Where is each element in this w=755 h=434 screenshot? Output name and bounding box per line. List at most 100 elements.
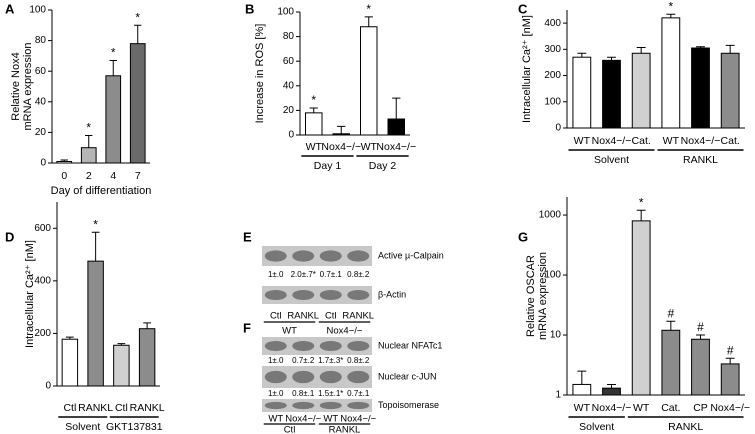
- group-label: RANKL: [668, 421, 703, 433]
- x-tick-label: WT: [663, 135, 680, 147]
- significance-mark: *: [93, 217, 98, 231]
- x-tick-label: WT: [306, 141, 323, 153]
- blot-band: [264, 370, 287, 384]
- quantification: 2.0±.7*: [291, 270, 316, 279]
- blot-band: [347, 250, 370, 262]
- significance-mark: *: [639, 195, 644, 209]
- bar: [572, 56, 592, 129]
- quantification: 0.8±.2: [347, 356, 370, 365]
- significance-mark: *: [135, 10, 140, 24]
- error-bar: [577, 52, 587, 58]
- bar: [80, 147, 97, 164]
- y-tick-label: 0: [40, 158, 46, 169]
- group-label: RANKL: [683, 154, 718, 166]
- blot-label: Nuclear c-JUN: [378, 371, 437, 381]
- x-axis-label: Day of differentiation: [51, 185, 152, 197]
- y-axis-label: Intracellular Ca²⁺ [nM]: [521, 15, 533, 123]
- y-tick-label: 200: [544, 70, 561, 81]
- group-label: Day 1: [314, 160, 342, 172]
- blot-label: Nuclear NFATc1: [378, 340, 442, 350]
- x-tick-label: Nox4−/−: [376, 141, 416, 153]
- bar: [631, 52, 651, 129]
- y-tick-label: 20: [35, 127, 47, 138]
- y-tick-label: 100: [29, 5, 46, 16]
- blot-band: [347, 401, 370, 410]
- x-tick-label: RANKL: [78, 402, 113, 414]
- y-tick-label: 80: [283, 31, 295, 42]
- blot-band: [292, 340, 315, 352]
- blot-band: [347, 340, 370, 352]
- blot-band: [292, 289, 315, 301]
- y-axis-label: Relative Nox4: [10, 52, 22, 120]
- y-tick-label: 60: [35, 66, 47, 77]
- y-tick-label: 40: [283, 80, 295, 91]
- significance-mark: *: [668, 0, 673, 13]
- group-label: WT: [282, 326, 297, 337]
- blot-strip: [262, 366, 372, 388]
- x-tick-label: 7: [135, 170, 141, 182]
- lane-label: RANKL: [287, 311, 319, 322]
- error-bar: [309, 107, 318, 113]
- quantification: 1±.0: [268, 270, 284, 279]
- error-bar: [109, 59, 117, 76]
- y-axis-label: Relative OSCAR: [525, 255, 537, 337]
- error-bar: [725, 357, 735, 364]
- x-tick-label: Ctl: [63, 402, 76, 414]
- blot-label: β-Actin: [378, 289, 406, 299]
- quantification: 0.7±.2: [292, 356, 315, 365]
- y-tick-label: 0: [288, 130, 294, 141]
- x-tick-label: WT: [574, 135, 591, 147]
- blot-strip: [262, 337, 372, 355]
- y-tick-label: 600: [34, 223, 51, 234]
- y-axis-label: mRNA expression: [537, 252, 549, 340]
- bar: [360, 26, 378, 136]
- x-tick-label: Cat.: [661, 402, 680, 414]
- blot-band: [292, 370, 315, 384]
- bar: [661, 17, 681, 129]
- blot-band: [347, 289, 370, 301]
- bar: [720, 363, 740, 396]
- blot-strip: [262, 399, 372, 412]
- error-bar: [666, 320, 676, 331]
- error-bar: [364, 16, 373, 27]
- group-label: RANKL: [329, 425, 361, 434]
- x-tick-label: CP: [693, 402, 708, 414]
- significance-mark: *: [366, 2, 371, 16]
- x-tick-label: RANKL: [130, 402, 165, 414]
- bar: [56, 160, 73, 164]
- x-tick-label: Nox4−/−: [710, 402, 750, 414]
- lane-label: Ctl: [325, 311, 337, 322]
- blot-band: [264, 340, 287, 352]
- x-tick-label: Nox4−/−: [321, 141, 361, 153]
- bar: [691, 47, 710, 129]
- bar: [720, 52, 740, 129]
- error-bar: [636, 209, 646, 221]
- quantification: 0.8±.2: [347, 270, 370, 279]
- bar: [113, 344, 130, 387]
- blot-band: [319, 340, 342, 352]
- blot-band: [319, 401, 342, 410]
- y-tick-label: 400: [34, 275, 51, 286]
- error-bar: [392, 97, 401, 120]
- y-tick-label: 0: [45, 381, 51, 392]
- lane-label: Ctl: [270, 311, 282, 322]
- error-bar: [666, 13, 676, 18]
- x-tick-label: Ctl: [115, 402, 128, 414]
- group-label: Solvent: [579, 421, 614, 433]
- blot-band: [292, 401, 315, 410]
- lane-label: WT: [323, 414, 338, 425]
- panel-label: D: [5, 229, 14, 244]
- error-bar: [134, 24, 142, 44]
- x-tick-label: Cat.: [632, 135, 651, 147]
- significance-mark: #: [697, 320, 704, 334]
- x-tick-label: Nox4−/−: [592, 402, 632, 414]
- y-tick-label: 1000: [539, 210, 562, 221]
- lane-label: Nox4−/−: [340, 414, 376, 425]
- y-tick-label: 20: [283, 105, 295, 116]
- significance-mark: #: [667, 306, 674, 320]
- quantification: 0.7±.1: [320, 270, 343, 279]
- lane-label: WT: [268, 414, 283, 425]
- error-bar: [696, 334, 705, 340]
- y-tick-label: 200: [34, 328, 51, 339]
- quantification: 1.7±.3*: [318, 356, 343, 365]
